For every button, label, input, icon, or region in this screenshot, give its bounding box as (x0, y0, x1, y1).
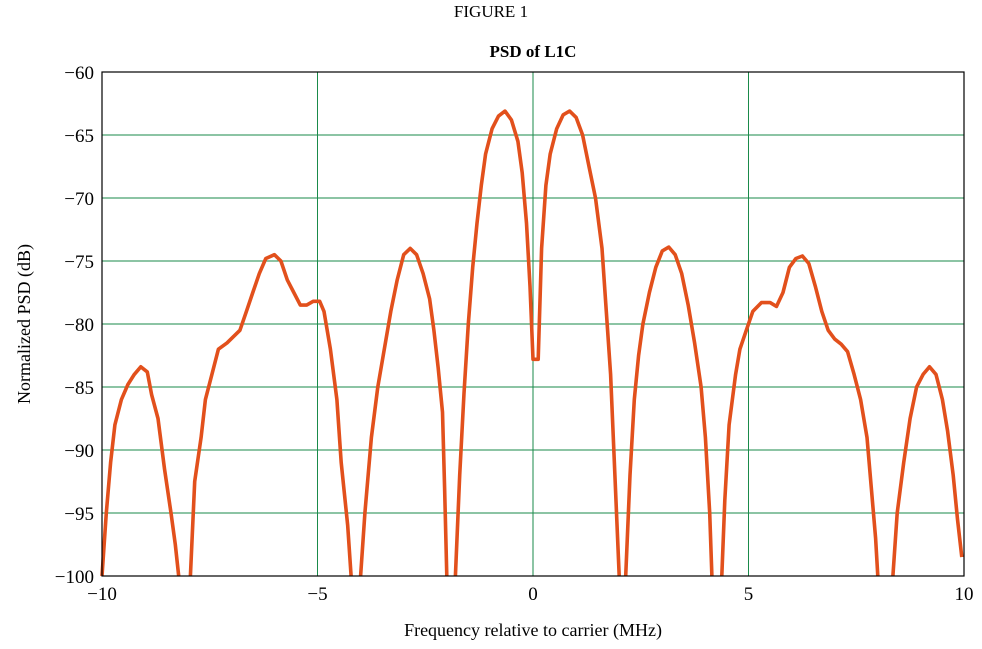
psd-series-segment (453, 109, 621, 577)
x-tick-label: 5 (744, 584, 754, 605)
y-tick-label: −80 (64, 315, 94, 336)
x-tick-label: −10 (87, 584, 117, 605)
chart-title: PSD of L1C (490, 42, 577, 61)
x-tick-label: −5 (307, 584, 327, 605)
y-tick-label: −90 (64, 441, 94, 462)
tick-labels: −10 −5 0 5 10 −100 −95 −90 −85 −80 −75 −70 −65 −60 (55, 63, 974, 605)
series-layer (100, 109, 964, 577)
psd-series-segment (623, 245, 714, 577)
y-tick-label: −70 (64, 189, 94, 210)
x-tick-label: 10 (955, 584, 974, 605)
psd-series-segment (188, 252, 353, 577)
plot-frame (101, 71, 965, 577)
grid-lines (102, 72, 964, 576)
y-tick-label: −95 (64, 504, 94, 525)
y-tick-label: −65 (64, 126, 94, 147)
psd-series-segment (891, 365, 964, 577)
psd-series-segment (100, 365, 181, 577)
figure-label: FIGURE 1 (453, 2, 529, 21)
y-tick-label: −60 (64, 63, 94, 84)
y-axis-title: Normalized PSD (dB) (14, 244, 35, 404)
x-tick-label: 0 (528, 584, 538, 605)
psd-series-segment (358, 246, 449, 577)
y-tick-label: −100 (55, 567, 94, 588)
psd-series-segment (720, 254, 880, 577)
y-tick-label: −75 (64, 252, 94, 273)
y-tick-label: −85 (64, 378, 94, 399)
x-axis-title: Frequency relative to carrier (MHz) (404, 620, 662, 641)
